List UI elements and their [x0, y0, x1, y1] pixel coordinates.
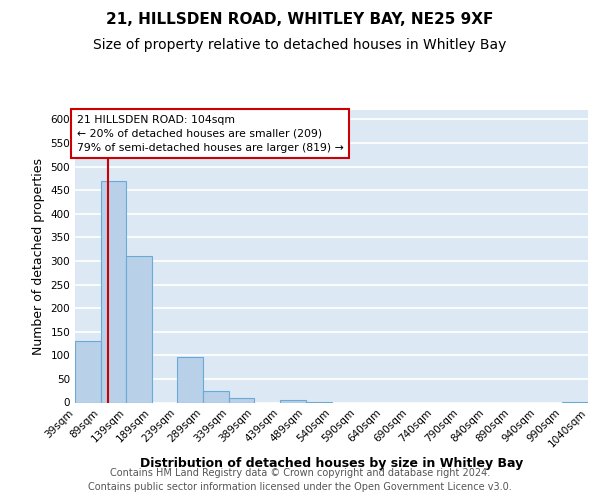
Text: Contains HM Land Registry data © Crown copyright and database right 2024.: Contains HM Land Registry data © Crown c…	[110, 468, 490, 477]
Bar	[229, 398, 254, 402]
Bar	[126, 256, 152, 402]
Bar	[101, 181, 126, 402]
Y-axis label: Number of detached properties: Number of detached properties	[32, 158, 45, 355]
X-axis label: Distribution of detached houses by size in Whitley Bay: Distribution of detached houses by size …	[140, 457, 523, 470]
Bar	[75, 341, 101, 402]
Text: Contains public sector information licensed under the Open Government Licence v3: Contains public sector information licen…	[88, 482, 512, 492]
Bar	[280, 400, 305, 402]
Bar	[178, 356, 203, 403]
Text: 21 HILLSDEN ROAD: 104sqm
← 20% of detached houses are smaller (209)
79% of semi-: 21 HILLSDEN ROAD: 104sqm ← 20% of detach…	[77, 114, 343, 152]
Text: 21, HILLSDEN ROAD, WHITLEY BAY, NE25 9XF: 21, HILLSDEN ROAD, WHITLEY BAY, NE25 9XF	[106, 12, 494, 28]
Bar	[203, 390, 229, 402]
Text: Size of property relative to detached houses in Whitley Bay: Size of property relative to detached ho…	[94, 38, 506, 52]
